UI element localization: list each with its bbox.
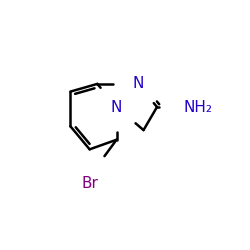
Text: Br: Br (81, 176, 98, 191)
Text: NH₂: NH₂ (184, 100, 213, 114)
Text: N: N (111, 100, 122, 114)
Text: N: N (132, 76, 143, 92)
